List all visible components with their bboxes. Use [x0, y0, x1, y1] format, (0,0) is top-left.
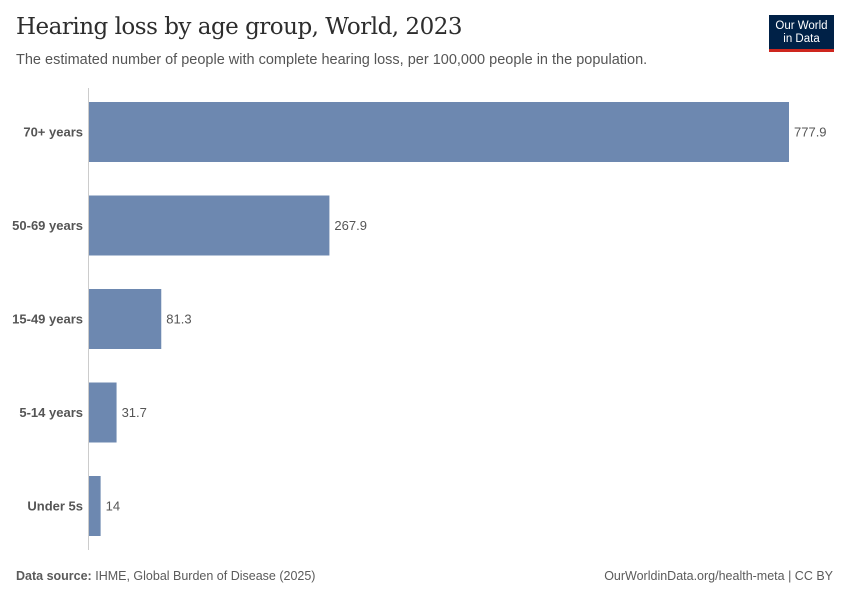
bar [88, 476, 101, 536]
logo-text: Our World in Data [775, 20, 828, 45]
category-label: 5-14 years [19, 405, 83, 420]
bar [88, 102, 789, 162]
chart-subtitle: The estimated number of people with comp… [16, 52, 648, 68]
value-label: 31.7 [122, 405, 147, 420]
value-label: 777.9 [794, 125, 827, 140]
category-label: 50-69 years [12, 218, 83, 233]
value-label: 267.9 [334, 218, 367, 233]
bar [88, 195, 330, 256]
category-label: 70+ years [23, 125, 83, 140]
value-label: 14 [106, 499, 120, 514]
category-label: 15-49 years [12, 312, 83, 327]
data-source: Data source: IHME, Global Burden of Dise… [16, 569, 315, 583]
bar [88, 382, 117, 443]
category-label: Under 5s [27, 499, 83, 514]
footer-link[interactable]: OurWorldinData.org/health-meta | CC BY [604, 569, 833, 583]
source-label: Data source: [16, 569, 92, 583]
owid-logo[interactable]: Our World in Data [769, 15, 834, 52]
chart-title: Hearing loss by age group, World, 2023 [16, 14, 462, 40]
source-text[interactable]: IHME, Global Burden of Disease (2025) [95, 569, 316, 583]
bar [88, 289, 162, 349]
value-label: 81.3 [166, 312, 191, 327]
